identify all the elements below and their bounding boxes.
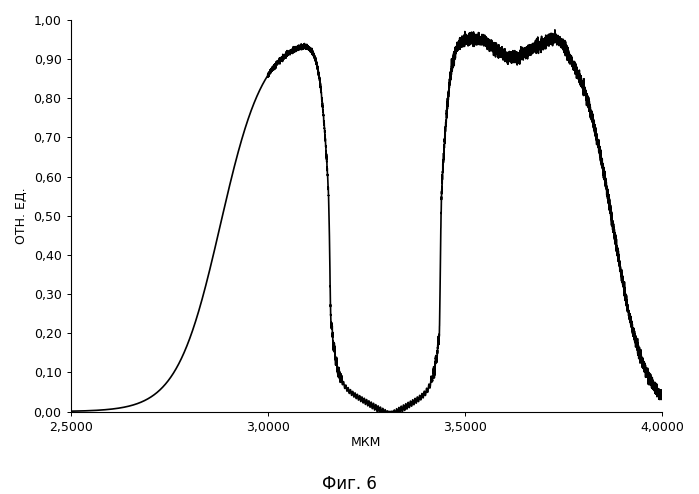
X-axis label: МКМ: МКМ (351, 436, 382, 450)
Text: Фиг. 6: Фиг. 6 (322, 475, 377, 493)
Y-axis label: ОТН. ЕД.: ОТН. ЕД. (15, 187, 28, 244)
